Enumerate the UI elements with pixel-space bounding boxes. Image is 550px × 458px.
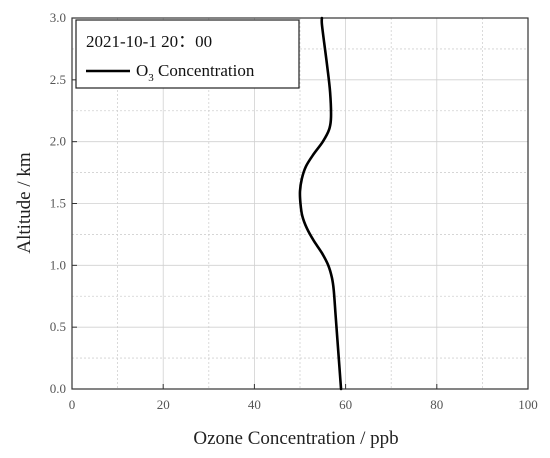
series-point [306,227,309,230]
legend-box [75,19,300,89]
x-tick-label: 60 [339,397,352,412]
series-point [328,128,331,131]
series-line-o3 [298,16,343,391]
series-point [338,363,341,366]
series-point [299,190,302,193]
x-tick-label: 100 [518,397,538,412]
y-tick-label: 3.0 [50,10,66,25]
series-point [305,165,308,168]
legend-entry-main: O [136,61,148,80]
legend-entry-subscript: 3 [148,72,154,84]
series-point [327,264,330,267]
legend-entry-rest: Concentration [154,61,255,80]
series-point [334,314,337,317]
series-point [336,338,339,341]
series-point [331,276,334,279]
y-axis-label: Altitude / km [14,152,35,254]
series-point [312,239,315,242]
series-point [321,252,324,255]
series-point [332,289,335,292]
x-tick-label: 20 [157,397,170,412]
series-point [340,388,343,391]
y-tick-label: 1.5 [50,196,66,211]
series-point [301,177,304,180]
legend-header: 2021-10-1 20：00 [86,32,212,51]
series-point [321,17,324,20]
series-point [323,41,326,44]
x-tick-label: 80 [430,397,443,412]
y-tick-label: 0.0 [50,381,66,396]
y-tick-label: 2.5 [50,72,66,87]
x-axis-ticks: 0 20 40 60 80 100 [69,384,538,412]
series-point [330,116,333,119]
legend-entry-o3: O3 Concentration [136,61,255,84]
series-point [312,153,315,156]
series-point [321,23,324,26]
series-point [299,202,302,205]
x-tick-label: 40 [248,397,261,412]
legend: 2021-10-1 20：00 O3 Concentration [75,19,300,89]
series-point [329,91,332,94]
series-point [301,215,304,218]
y-axis-ticks: 0.0 0.5 1.0 1.5 2.0 2.5 3.0 [50,10,77,396]
plot-frame [71,17,529,390]
series-point [326,66,329,69]
series-point [322,140,325,143]
grid-lines [72,18,528,389]
x-tick-label: 0 [69,397,76,412]
x-axis-label: Ozone Concentration / ppb [193,428,398,449]
y-tick-label: 2.0 [50,134,66,149]
y-tick-label: 1.0 [50,257,66,272]
y-tick-label: 0.5 [50,319,66,334]
